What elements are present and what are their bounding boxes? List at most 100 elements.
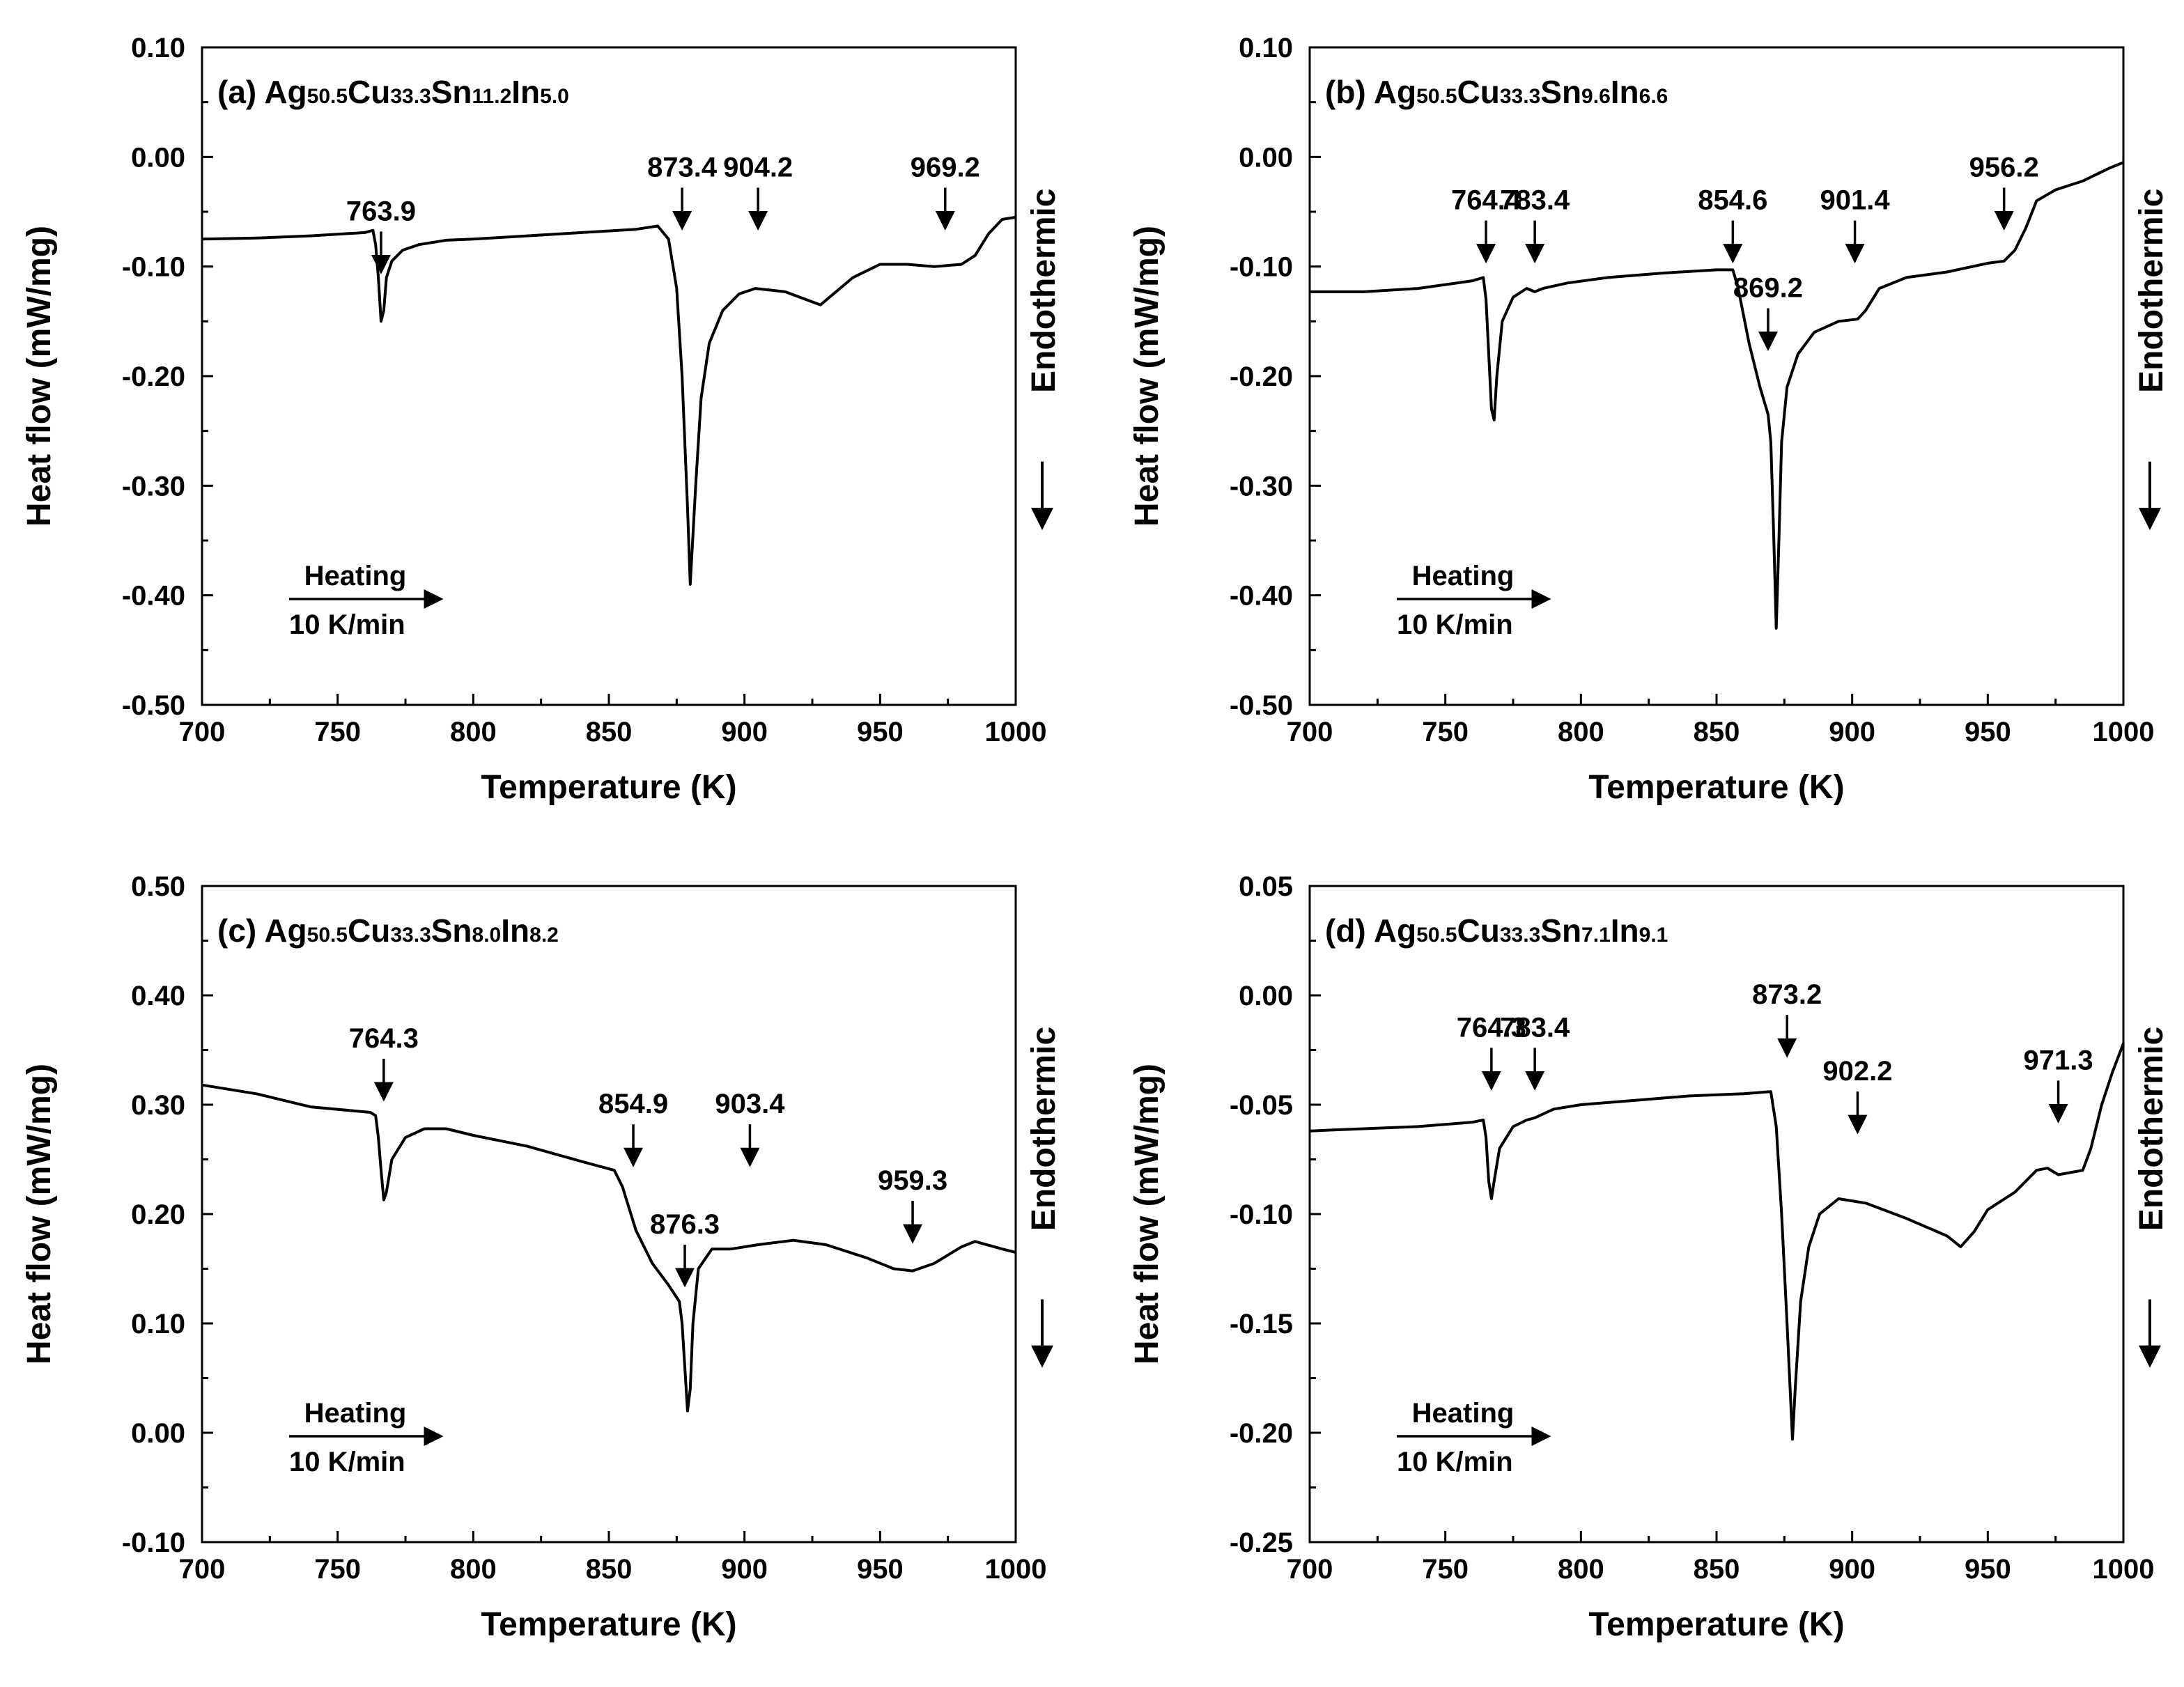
endothermic-label: Endothermic bbox=[2133, 189, 2170, 393]
x-tick-label: 900 bbox=[1829, 1554, 1875, 1585]
y-tick-label: 0.00 bbox=[131, 142, 185, 173]
peak-label: 971.3 bbox=[2024, 1045, 2093, 1075]
x-tick-label: 800 bbox=[1558, 717, 1604, 747]
panel-label: (b) bbox=[1325, 74, 1366, 110]
heating-label: Heating bbox=[304, 1398, 407, 1429]
chart-panel-d: 700 750 800 850 900 950 1000 -0.25 -0.20 -0.15 -0.… bbox=[1129, 871, 2170, 1643]
x-tick-label: 850 bbox=[1694, 717, 1740, 747]
formula-subscript: 50.5 bbox=[307, 924, 348, 947]
heating-rate-label: 10 K/min bbox=[289, 1447, 405, 1477]
endothermic-label: Endothermic bbox=[1025, 1027, 1062, 1231]
x-axis-title: Temperature (K) bbox=[1588, 769, 1844, 806]
x-axis-title: Temperature (K) bbox=[481, 1606, 736, 1643]
formula-subscript: 33.3 bbox=[390, 85, 431, 108]
peak-label: 854.9 bbox=[598, 1089, 668, 1119]
y-tick-label: -0.10 bbox=[1230, 1199, 1293, 1230]
dsc-curve bbox=[201, 1083, 1016, 1413]
x-tick-label: 700 bbox=[1287, 717, 1333, 747]
y-tick-label: 0.50 bbox=[131, 871, 185, 902]
formula-subscript: 11.2 bbox=[472, 85, 512, 108]
y-tick-label: -0.15 bbox=[1230, 1309, 1293, 1339]
x-tick-label: 850 bbox=[586, 717, 633, 747]
formula-subscript: 50.5 bbox=[307, 85, 348, 108]
heating-label: Heating bbox=[304, 561, 407, 591]
peak-label: 876.3 bbox=[650, 1209, 720, 1240]
y-axis-title: Heat flow (mW/mg) bbox=[21, 226, 58, 527]
y-tick-label: -0.40 bbox=[122, 581, 185, 612]
chart-panel-c: 700 750 800 850 900 950 1000 -0.10 0.00 0.10 0.20 0… bbox=[21, 871, 1062, 1643]
formula-element: Sn bbox=[431, 912, 472, 949]
y-tick-label: -0.05 bbox=[1230, 1090, 1293, 1121]
x-tick-label: 900 bbox=[721, 717, 768, 747]
formula-subscript: 6.6 bbox=[1639, 85, 1668, 108]
dsc-curve bbox=[1309, 1043, 2125, 1441]
x-tick-label: 900 bbox=[721, 1554, 768, 1585]
peak-label: 854.6 bbox=[1698, 185, 1767, 216]
plot-frame bbox=[1308, 885, 2125, 1544]
peak-label: 764.3 bbox=[349, 1023, 419, 1054]
x-tick-label: 950 bbox=[1965, 717, 2011, 747]
x-tick-label: 1000 bbox=[2093, 1554, 2155, 1585]
formula-subscript: 33.3 bbox=[1500, 924, 1540, 947]
x-tick-label: 900 bbox=[1829, 717, 1875, 747]
x-tick-label: 750 bbox=[1422, 1554, 1469, 1585]
formula-element: In bbox=[511, 74, 540, 110]
y-tick-label: 0.00 bbox=[1239, 142, 1293, 173]
chart-panel-b: 700 750 800 850 900 950 1000 -0.50 -0.40 -0.30 -0.… bbox=[1129, 33, 2170, 806]
x-tick-label: 800 bbox=[1558, 1554, 1604, 1585]
y-tick-label: 0.20 bbox=[131, 1199, 185, 1230]
y-tick-label: 0.05 bbox=[1239, 871, 1293, 902]
x-tick-label: 800 bbox=[450, 1554, 497, 1585]
peak-label: 763.9 bbox=[346, 196, 416, 226]
x-tick-label: 1000 bbox=[985, 1554, 1047, 1585]
heating-rate-label: 10 K/min bbox=[1397, 609, 1513, 640]
dsc-curve bbox=[201, 215, 1016, 586]
formula-subscript: 7.1 bbox=[1581, 924, 1611, 947]
y-axis-title: Heat flow (mW/mg) bbox=[21, 1064, 58, 1365]
y-tick-label: 0.30 bbox=[131, 1090, 185, 1121]
x-tick-label: 950 bbox=[857, 1554, 904, 1585]
panel-title: (a) Ag50.5Cu33.3Sn11.2In5.0 bbox=[217, 74, 569, 110]
formula-subscript: 9.6 bbox=[1581, 85, 1611, 108]
x-tick-label: 750 bbox=[314, 717, 361, 747]
x-tick-label: 800 bbox=[450, 717, 497, 747]
formula-subscript: 33.3 bbox=[390, 924, 431, 947]
peak-label: 959.3 bbox=[878, 1165, 947, 1196]
y-tick-label: -0.10 bbox=[122, 252, 185, 283]
y-tick-label: 0.00 bbox=[1239, 981, 1293, 1011]
plot-frame bbox=[201, 885, 1017, 1544]
y-tick-label: -0.50 bbox=[122, 690, 185, 721]
peak-label: 901.4 bbox=[1820, 185, 1891, 216]
y-tick-label: -0.20 bbox=[1230, 362, 1293, 392]
formula-subscript: 50.5 bbox=[1416, 85, 1457, 108]
heating-label: Heating bbox=[1412, 1398, 1515, 1429]
y-tick-label: -0.25 bbox=[1230, 1527, 1293, 1558]
formula-element: In bbox=[501, 912, 529, 949]
x-tick-label: 750 bbox=[314, 1554, 361, 1585]
peak-label: 904.2 bbox=[723, 152, 793, 182]
panel-title: (d) Ag50.5Cu33.3Sn7.1In9.1 bbox=[1325, 912, 1668, 949]
y-tick-label: -0.10 bbox=[122, 1527, 185, 1558]
peak-label: 783.4 bbox=[1500, 185, 1570, 216]
endothermic-label: Endothermic bbox=[2133, 1027, 2170, 1231]
formula-element: Ag bbox=[1374, 912, 1416, 949]
endothermic-label: Endothermic bbox=[1025, 189, 1062, 393]
x-tick-label: 700 bbox=[179, 1554, 226, 1585]
formula-subscript: 8.2 bbox=[529, 924, 559, 947]
y-tick-label: -0.10 bbox=[1230, 252, 1293, 283]
y-tick-label: 0.10 bbox=[131, 33, 185, 63]
peak-label: 969.2 bbox=[911, 152, 980, 182]
y-tick-label: 0.10 bbox=[1239, 33, 1293, 63]
panel-label: (d) bbox=[1325, 912, 1366, 949]
formula-element: Ag bbox=[264, 74, 307, 110]
x-tick-label: 700 bbox=[1287, 1554, 1333, 1585]
formula-element: Sn bbox=[431, 74, 472, 110]
heating-rate-label: 10 K/min bbox=[289, 609, 405, 640]
panel-title: (c) Ag50.5Cu33.3Sn8.0In8.2 bbox=[217, 912, 559, 949]
formula-element: In bbox=[1611, 74, 1639, 110]
formula-subscript: 8.0 bbox=[472, 924, 502, 947]
x-tick-label: 700 bbox=[179, 717, 226, 747]
formula-element: Sn bbox=[1540, 74, 1581, 110]
heating-rate-label: 10 K/min bbox=[1397, 1447, 1513, 1477]
